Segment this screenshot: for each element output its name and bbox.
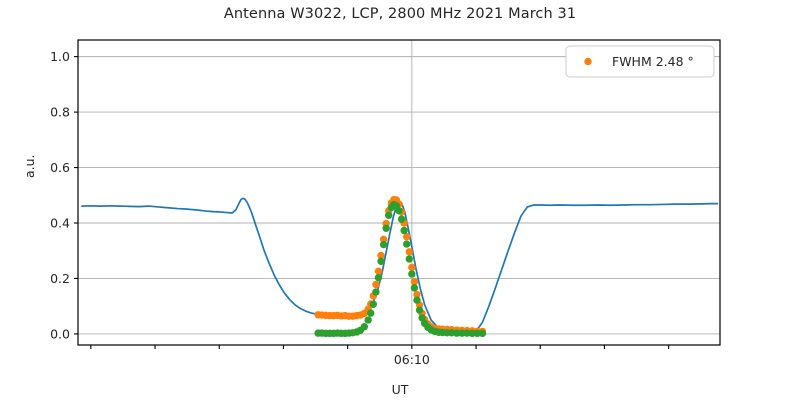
- data-point: [395, 207, 403, 215]
- data-point: [397, 215, 406, 223]
- data-point: [367, 309, 375, 317]
- data-point: [413, 296, 421, 304]
- data-point: [364, 316, 372, 324]
- gridlines: [78, 40, 720, 345]
- data-point: [473, 329, 482, 338]
- data-point: [458, 329, 466, 337]
- legend-label: FWHM 2.48 °: [612, 54, 694, 69]
- x-tick-label: 06:10: [394, 352, 430, 367]
- data-point: [377, 257, 385, 265]
- data-point: [403, 232, 411, 241]
- data-point: [382, 224, 390, 232]
- data-series-layer: [81, 196, 719, 338]
- data-point: [410, 278, 419, 286]
- axes-spines: [77, 39, 721, 346]
- x-axis-label: UT: [391, 382, 409, 397]
- data-point: [377, 251, 385, 260]
- chart-legend[interactable]: FWHM 2.48 °: [565, 45, 715, 78]
- y-tick-label: 0.6: [50, 160, 70, 175]
- y-tick-label: 0.0: [50, 326, 70, 341]
- chart-title: Antenna W3022, LCP, 2800 MHz 2021 March …: [223, 6, 577, 22]
- y-tick-label: 0.2: [50, 271, 70, 286]
- y-tick-label: 0.8: [50, 105, 70, 120]
- data-point: [403, 240, 411, 248]
- data-point: [453, 329, 461, 337]
- data-point: [413, 290, 421, 299]
- legend-box[interactable]: [565, 45, 715, 78]
- y-tick-label: 1.0: [50, 49, 70, 64]
- data-point: [418, 314, 426, 322]
- axis-ticks: 0.0 0.2 0.4 0.6 0.8 1.0 06:10: [50, 49, 670, 367]
- data-point: [405, 255, 413, 263]
- data-point: [379, 240, 388, 249]
- data-point: [478, 329, 487, 338]
- data-point: [374, 273, 383, 282]
- data-point: [379, 235, 388, 244]
- legend-marker-dot-icon: [584, 57, 592, 66]
- data-point: [360, 323, 369, 331]
- data-point: [408, 263, 416, 272]
- data-point: [400, 226, 408, 235]
- series-scatter-green-markers: [314, 201, 487, 338]
- data-point: [369, 300, 378, 308]
- data-point: [415, 306, 424, 314]
- data-point: [410, 284, 419, 292]
- data-point: [374, 267, 383, 275]
- data-point: [468, 329, 476, 338]
- data-point: [405, 248, 413, 256]
- y-tick-label: 0.4: [50, 216, 70, 231]
- axes-frame: [77, 39, 721, 346]
- data-point: [385, 211, 393, 219]
- data-point: [372, 280, 380, 289]
- data-point: [372, 288, 380, 296]
- data-point: [408, 270, 416, 278]
